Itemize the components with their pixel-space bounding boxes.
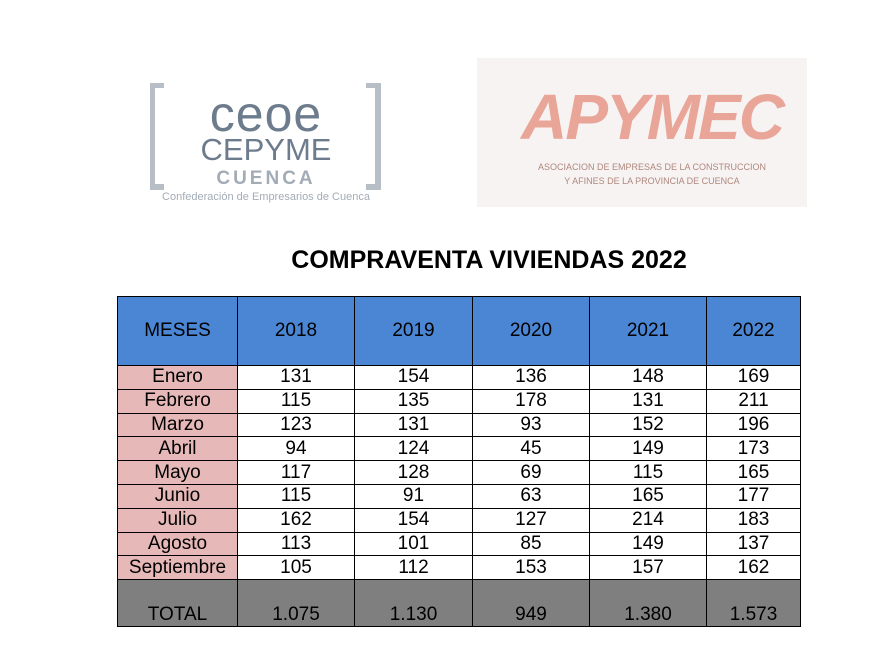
table-cell: 178 <box>472 388 590 414</box>
table-cell: 949 <box>472 579 590 628</box>
table-cell: MESES <box>117 296 238 366</box>
table-cell: Septiembre <box>117 555 238 581</box>
table-cell: 2020 <box>472 296 590 366</box>
table-cell: 211 <box>706 388 801 414</box>
table-cell: 1.130 <box>354 579 473 628</box>
table-cell: 1.573 <box>706 579 801 628</box>
table-cell: 136 <box>472 365 590 390</box>
table-row: Febrero 115 135 178 131 211 <box>117 388 801 414</box>
ceoe-line1: CEOE <box>209 86 323 142</box>
ceoe-line2: CEPYME <box>200 132 332 167</box>
table-cell: Junio <box>117 483 238 509</box>
table-cell: 177 <box>706 483 801 509</box>
table-cell: 115 <box>237 388 355 414</box>
table-cell: 148 <box>589 365 707 390</box>
table-cell: Julio <box>117 507 238 533</box>
table-cell: 124 <box>354 436 473 462</box>
table-cell: 93 <box>472 412 590 438</box>
table-cell: 196 <box>706 412 801 438</box>
table-cell: 85 <box>472 531 590 557</box>
table-cell: 113 <box>237 531 355 557</box>
table-cell: 1.380 <box>589 579 707 628</box>
apymec-caption-1: ASOCIACION DE EMPRESAS DE LA CONSTRUCCIO… <box>537 162 767 172</box>
table-cell: 123 <box>237 412 355 438</box>
table-cell: 2022 <box>706 296 801 366</box>
table-cell: 169 <box>706 365 801 390</box>
table-row: Marzo 123 131 93 152 196 <box>117 412 801 438</box>
table-cell: Febrero <box>117 388 238 414</box>
table-cell: 115 <box>589 460 707 485</box>
ceoe-logo: CEOE CEPYME CUENCA Confederación de Empr… <box>149 82 382 208</box>
table-cell: 131 <box>354 412 473 438</box>
table-cell: 165 <box>706 460 801 485</box>
table-cell: 131 <box>589 388 707 414</box>
apymec-name: APYMEC <box>521 81 785 153</box>
table-cell: Marzo <box>117 412 238 438</box>
table-row: Septiembre 105 112 153 157 162 <box>117 555 801 581</box>
table-row: Junio 115 91 63 165 177 <box>117 483 801 509</box>
table-cell: 69 <box>472 460 590 485</box>
table-cell: 154 <box>354 365 473 390</box>
table-cell: 91 <box>354 483 473 509</box>
ceoe-caption: Confederación de Empresarios de Cuenca <box>162 191 370 203</box>
apymec-caption-2: Y AFINES DE LA PROVINCIA DE CUENCA <box>564 176 740 186</box>
table-cell: 128 <box>354 460 473 485</box>
table-cell: 105 <box>237 555 355 581</box>
table-cell: 63 <box>472 483 590 509</box>
table-cell: 137 <box>706 531 801 557</box>
table-cell: 162 <box>237 507 355 533</box>
table-cell: Mayo <box>117 460 238 485</box>
table-cell: Abril <box>117 436 238 462</box>
table-cell: 101 <box>354 531 473 557</box>
table-cell: 45 <box>472 436 590 462</box>
table-cell: 152 <box>589 412 707 438</box>
apymec-logo: APYMEC ASOCIACION DE EMPRESAS DE LA CONS… <box>477 58 807 207</box>
table-row: Mayo 117 128 69 115 165 <box>117 460 801 485</box>
ceoe-line3: CUENCA <box>216 168 316 189</box>
table-row: MESES 2018 2019 2020 2021 2022 <box>117 296 801 366</box>
table-cell: 165 <box>589 483 707 509</box>
table-cell: 2019 <box>354 296 473 366</box>
table-cell: 162 <box>706 555 801 581</box>
table-cell: Enero <box>117 365 238 390</box>
table-cell: 214 <box>589 507 707 533</box>
table-cell: 112 <box>354 555 473 581</box>
table-cell: 2018 <box>237 296 355 366</box>
ceoe-brackets <box>149 82 381 190</box>
table-row: Agosto 113 101 85 149 137 <box>117 531 801 557</box>
title: COMPRAVENTA VIVIENDAS 2022 <box>291 246 687 274</box>
table-cell: 183 <box>706 507 801 533</box>
table-cell: 94 <box>237 436 355 462</box>
table-cell: 154 <box>354 507 473 533</box>
table-cell: 149 <box>589 436 707 462</box>
table-row: Julio 162 154 127 214 183 <box>117 507 801 533</box>
table-cell: 135 <box>354 388 473 414</box>
table-cell: TOTAL <box>117 579 238 628</box>
table-cell: 173 <box>706 436 801 462</box>
table-cell: 149 <box>589 531 707 557</box>
table-cell: 157 <box>589 555 707 581</box>
table-cell: Agosto <box>117 531 238 557</box>
table-cell: 127 <box>472 507 590 533</box>
table-cell: 153 <box>472 555 590 581</box>
table-cell: 1.075 <box>237 579 355 628</box>
table-cell: 117 <box>237 460 355 485</box>
table-cell: 2021 <box>589 296 707 366</box>
data-table: MESES 2018 2019 2020 2021 2022 Enero 131 154 136 1… <box>117 296 801 628</box>
table-cell: 131 <box>237 365 355 390</box>
table-cell: 115 <box>237 483 355 509</box>
table-row: Abril 94 124 45 149 173 <box>117 436 801 462</box>
table-row: Enero 131 154 136 148 169 <box>117 365 801 390</box>
table-row: TOTAL 1.075 1.130 949 1.380 1.573 <box>117 579 801 628</box>
